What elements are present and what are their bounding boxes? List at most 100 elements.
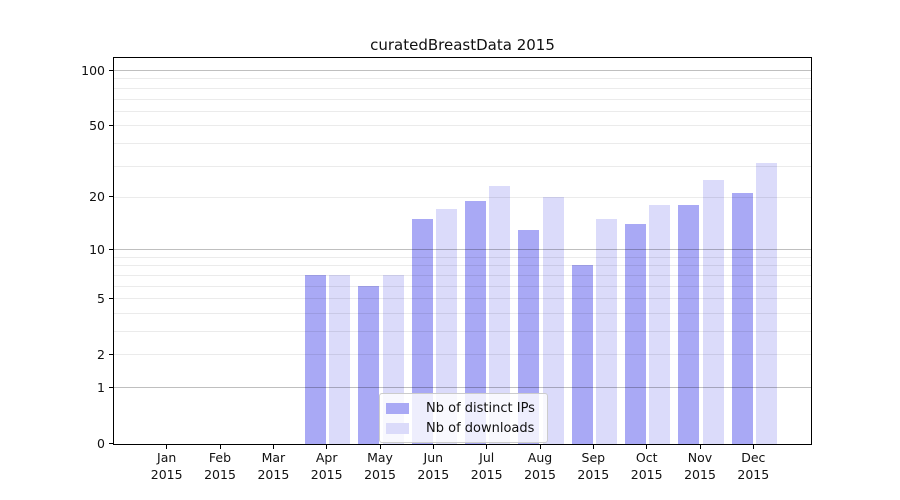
x-tick-label-feb: Feb 2015 [188,449,252,483]
x-tick-mark-aug [539,444,541,449]
bar-sep-downloads [596,218,617,444]
y-tick-label-2: 2 [97,346,105,362]
bar-may-distinct-ips [358,285,380,444]
gridline-3 [114,331,811,332]
x-tick-mark-jun [432,444,434,449]
y-tick-label-50: 50 [89,117,105,133]
y-tick-mark-2 [109,353,114,355]
x-tick-month: Jun [423,450,444,465]
gridline-60 [114,110,811,112]
y-tick-label-20: 20 [89,189,105,205]
gridline-5 [114,298,811,300]
bar-jul-distinct-ips [465,200,486,444]
x-tick-year: 2015 [737,467,770,482]
x-tick-month: Jul [479,450,495,465]
x-tick-month: Dec [741,450,766,465]
bar-apr-distinct-ips [305,274,326,444]
y-tick-mark-20 [109,196,114,198]
gridline-20 [114,196,811,198]
gridline-90 [114,78,811,80]
gridline-70 [114,98,811,100]
x-tick-label-jan: Jan 2015 [135,449,199,483]
legend: Nb of distinct IPs Nb of downloads [379,393,548,443]
legend-label-distinct-ips: Nb of distinct IPs [426,400,535,416]
y-tick-label-0: 0 [97,435,105,451]
x-tick-month: Oct [635,450,658,465]
x-tick-year: 2015 [417,467,450,482]
x-tick-mark-mar [272,444,274,449]
gridline-10 [114,249,811,251]
legend-swatch-distinct-ips [386,402,409,414]
y-tick-label-10: 10 [89,241,105,257]
bar-aug-distinct-ips [518,229,540,444]
gridline-40 [114,142,811,144]
bar-nov-downloads [702,179,724,444]
gridline-4 [114,312,811,314]
y-tick-mark-10 [109,248,114,250]
chart-title: curatedBreastData 2015 [370,36,555,54]
plot-area: Nb of distinct IPs Nb of downloads [113,57,812,445]
bar-sep-distinct-ips [571,265,593,444]
x-tick-label-may: May 2015 [348,449,412,483]
x-tick-year: 2015 [364,467,396,482]
x-tick-mark-nov [699,444,701,449]
bar-dec-distinct-ips [731,193,753,444]
x-tick-label-aug: Aug 2015 [508,449,572,483]
x-tick-mark-oct [646,444,648,449]
x-tick-month: May [367,450,393,465]
gridline-80 [114,87,811,89]
x-tick-year: 2015 [684,467,716,482]
bar-oct-downloads [649,205,671,444]
x-tick-mark-jul [486,444,488,449]
x-tick-month: Feb [208,450,232,465]
x-tick-month: Aug [527,450,553,465]
x-tick-mark-apr [326,444,328,449]
gridline-7 [114,274,811,276]
gridline-100 [114,70,811,71]
y-tick-label-100: 100 [81,62,105,78]
x-tick-year: 2015 [150,467,183,482]
x-tick-month: Mar [261,450,286,465]
x-tick-year: 2015 [577,467,610,482]
legend-swatch-downloads [386,422,409,434]
x-tick-label-nov: Nov 2015 [668,449,732,483]
gridline-1 [114,387,811,388]
x-tick-year: 2015 [630,467,663,482]
y-tick-mark-100 [109,69,114,71]
gridline-50 [114,125,811,127]
x-tick-label-mar: Mar 2015 [241,449,305,483]
y-tick-mark-50 [109,124,114,126]
x-tick-year: 2015 [204,467,236,482]
x-tick-mark-feb [219,444,221,449]
x-tick-month: Nov [687,450,713,465]
x-tick-mark-dec [752,444,754,449]
y-tick-mark-0 [109,442,114,444]
x-tick-label-dec: Dec 2015 [721,449,785,483]
bar-oct-distinct-ips [625,224,646,444]
x-tick-mark-may [379,444,381,449]
x-tick-mark-jan [166,444,168,449]
gridline-6 [114,285,811,287]
bar-nov-distinct-ips [678,205,700,444]
bar-dec-downloads [756,162,777,444]
x-tick-label-jun: Jun 2015 [401,449,465,483]
bar-apr-downloads [329,274,351,444]
x-tick-mark-sep [592,444,594,449]
x-tick-label-sep: Sep 2015 [561,449,625,483]
bar-jul-downloads [489,186,511,444]
x-tick-month: Sep [581,450,606,465]
x-tick-year: 2015 [310,467,343,482]
gridline-9 [114,256,811,258]
bar-jun-distinct-ips [411,218,433,444]
bar-aug-downloads [542,196,564,444]
y-tick-label-5: 5 [97,290,105,306]
gridline-2 [114,354,811,356]
legend-item-distinct-ips: Nb of distinct IPs [386,398,535,418]
y-tick-label-1: 1 [97,379,105,395]
y-tick-mark-1 [109,386,114,388]
x-tick-year: 2015 [257,467,290,482]
x-tick-label-oct: Oct 2015 [615,449,679,483]
x-tick-label-jul: Jul 2015 [455,449,519,483]
legend-item-downloads: Nb of downloads [386,418,535,438]
